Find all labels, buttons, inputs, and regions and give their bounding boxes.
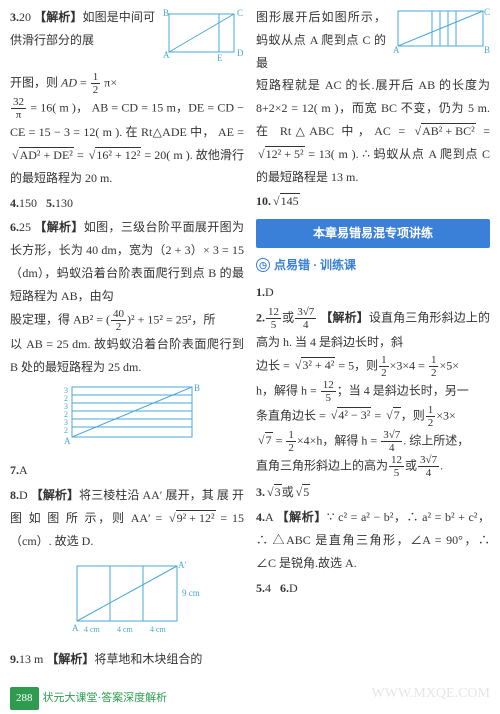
problem-8: 8.D 【解析】将三棱柱沿 AA′ 展开，其 展 开 图 如 图 所 示，则 A…	[10, 484, 244, 644]
clock-icon: ◷	[256, 258, 270, 272]
figure-rect-ade: B C D E A	[159, 6, 244, 69]
question-4: 4.A 【解析】∵ c² = a² − b²，∴ a² = b² + c²，∴ …	[256, 506, 490, 574]
q3-num: 3.	[10, 10, 19, 24]
q7-num: 7.	[10, 463, 19, 477]
q3-t4: CE = 15 − 3 = 12( m ). 在 Rt△ADE 中，	[10, 125, 215, 139]
question-3: 3.3或5	[256, 481, 490, 504]
q9-text: 将草地和木块组合的	[94, 652, 202, 666]
fig-label-e: E	[217, 53, 223, 61]
sqrt: 16² + 12²	[87, 144, 142, 167]
q6-ans: 25	[19, 220, 31, 234]
q3-eq2: = 16( m )，	[30, 100, 88, 114]
problem-3: B C D E A 3.20 【解析】如图是中间可供滑行部分的展 开图，则 AD…	[10, 6, 244, 190]
q3-ad: AD	[61, 75, 77, 89]
left-column: B C D E A 3.20 【解析】如图是中间可供滑行部分的展 开图，则 AD…	[10, 6, 244, 673]
svg-text:A: A	[72, 623, 79, 633]
figure-prism: A A' 9 cm 4 cm 4 cm 4 cm	[10, 556, 244, 644]
question-2: 2.125或3√74 【解析】设直角三角形斜边上的高为 h. 当 4 是斜边长时…	[256, 306, 490, 480]
q5-num: 5.	[46, 196, 55, 210]
q6-num: 6.	[10, 220, 19, 234]
chapter-banner: 本章易错易混专项讲练	[256, 219, 490, 248]
frac: 32π	[11, 96, 26, 121]
svg-text:4 cm: 4 cm	[117, 625, 134, 634]
svg-text:2: 2	[64, 426, 68, 435]
svg-text:A: A	[64, 436, 71, 446]
q9-label: 【解析】	[46, 652, 94, 666]
fig-label-d: D	[237, 48, 244, 58]
q3-t3: AB = CD = 15 m，DE = CD −	[92, 100, 244, 114]
svg-text:9 cm: 9 cm	[182, 588, 200, 598]
svg-text:C: C	[484, 7, 490, 17]
subhead-text: 点易错 · 训练课	[274, 254, 356, 277]
q6-t2: 股定理，得 AB² =	[10, 312, 106, 326]
q8-label: 【解析】	[31, 488, 79, 502]
svg-text:A: A	[393, 45, 400, 54]
q6-t4: 以 AB = 25 dm. 故蚂蚁沿着台阶表面爬行到 B 处的最短路程为 25 …	[10, 337, 244, 374]
q3-pi: π×	[104, 75, 117, 89]
q3-t5: AE =	[218, 125, 244, 139]
fig-label-c: C	[237, 8, 243, 18]
fig-label-a: A	[163, 50, 170, 60]
q3-t2: 开图，则	[10, 75, 61, 89]
p9c-t1: 图形展开后如图所示，蚂蚁从点 A 爬到点 C 的最	[256, 10, 386, 70]
page-footer: 288 状元大课堂·答案深度解析	[10, 687, 167, 710]
figure-grass: A B C	[390, 6, 490, 62]
problem-4-5: 4.150 5.130	[10, 192, 244, 215]
problem-9-cont: A B C 图形展开后如图所示，蚂蚁从点 A 爬到点 C 的最 短路程就是 AC…	[256, 6, 490, 188]
figure-steps: 3 2 3 2 3 2 A B	[10, 382, 244, 455]
sqrt: 145	[271, 190, 300, 213]
q4-num: 4.	[10, 196, 19, 210]
page-number: 288	[10, 687, 39, 710]
sqrt: 12² + 5²	[256, 143, 305, 166]
svg-text:B: B	[484, 45, 490, 54]
section-subhead: ◷ 点易错 · 训练课	[256, 254, 490, 277]
q10-num: 10.	[256, 194, 271, 208]
frac: 402	[111, 308, 126, 333]
q9-ans: 13 m	[19, 652, 43, 666]
q3-t1: 如图是中间可供滑行部分的展	[10, 10, 155, 47]
sqrt: AD² + DE²	[10, 144, 74, 167]
q7-ans: A	[19, 463, 28, 477]
q3-label: 【解析】	[34, 10, 82, 24]
svg-text:4 cm: 4 cm	[150, 625, 167, 634]
svg-text:A': A'	[178, 560, 186, 570]
q3-t7: = 20( m ).	[141, 148, 192, 162]
q6-t3: ² + 15² = 25²，所	[131, 312, 215, 326]
q3-t6: =	[74, 148, 87, 162]
sqrt: 9² + 12²	[167, 507, 216, 530]
problem-10: 10.145	[256, 190, 490, 213]
q3-ans: 20	[19, 10, 31, 24]
frac: 12	[91, 71, 101, 96]
footer-text: 状元大课堂·答案深度解析	[43, 688, 168, 709]
q8-num: 8.	[10, 488, 19, 502]
fig-label-b: B	[163, 8, 169, 18]
right-column: A B C 图形展开后如图所示，蚂蚁从点 A 爬到点 C 的最 短路程就是 AC…	[256, 6, 490, 673]
q9-num: 9.	[10, 652, 19, 666]
q8-ans: D	[19, 488, 28, 502]
q5-ans: 130	[55, 196, 73, 210]
svg-text:B: B	[194, 383, 200, 393]
sqrt: AB² + BC²	[413, 120, 476, 143]
svg-text:4 cm: 4 cm	[84, 625, 101, 634]
q4-ans: 150	[19, 196, 37, 210]
question-5-6: 5.4 6.D	[256, 577, 490, 600]
problem-9: 9.13 m 【解析】将草地和木块组合的	[10, 648, 244, 671]
q6-label: 【解析】	[34, 220, 83, 234]
problem-7: 7.A	[10, 459, 244, 482]
p9c-t3: =	[476, 124, 490, 138]
problem-6: 6.25 【解析】如图，三级台阶平面展开图为长方形，长为 40 dm，宽为（2 …	[10, 216, 244, 455]
watermark: WWW.MXQE.COM	[372, 681, 490, 708]
question-1: 1.D	[256, 281, 490, 304]
